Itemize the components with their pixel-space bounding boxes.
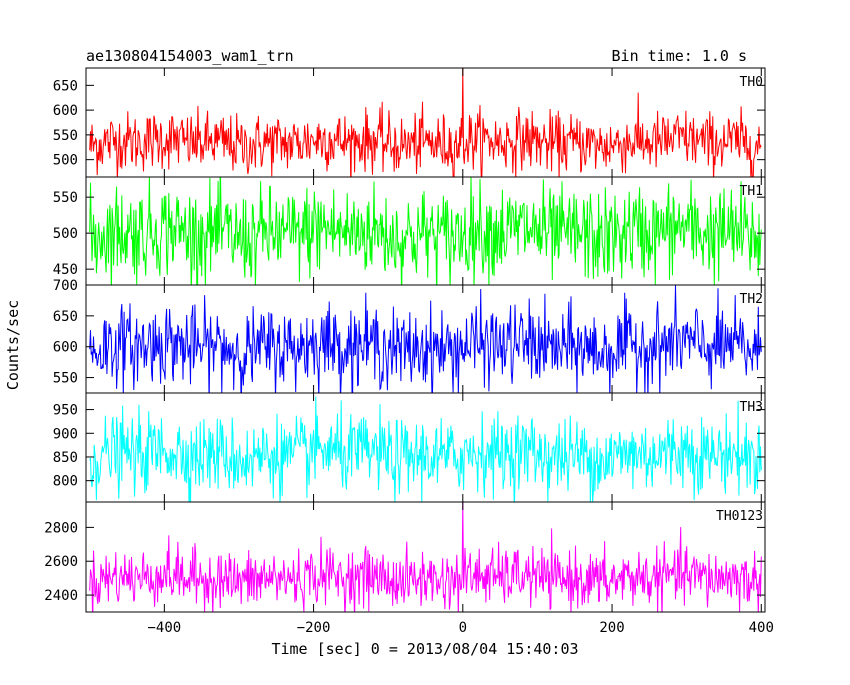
y-tick-label: 650 [53,78,78,94]
y-tick-label: 650 [53,309,78,325]
panel-th0123: 2400 2600 2800 TH0123 [44,501,766,613]
y-tick-label: 950 [53,403,78,419]
y-tick-label: 850 [53,450,78,466]
panel-label-th0: TH0 [740,75,763,90]
y-tick-label: 500 [53,153,78,169]
y-tick-label: 450 [53,262,78,278]
panel-th3: 800 850 900 950 TH3 [53,392,766,503]
x-tick-label: −400 [147,620,181,636]
panel-label-th0123: TH0123 [716,509,763,524]
panels-group: 500 550 600 650 TH0 450 500 550 TH1 550 600 650 700 T… [44,67,766,613]
series-line-th0 [89,68,762,177]
y-axis-label: Counts/sec [4,300,22,390]
x-tick-label: 400 [749,620,774,636]
y-tick-label: 800 [53,474,78,490]
panel-th1: 450 500 550 TH1 [53,176,766,286]
panel-label-th2: TH2 [740,292,763,307]
panel-frame [85,501,766,613]
y-tick-label: 2600 [44,554,78,570]
y-tick-label: 600 [53,340,78,356]
panel-th0: 500 550 600 650 TH0 [53,67,766,178]
x-tick-label: 0 [459,620,467,636]
y-tick-label: 2800 [44,520,78,536]
x-tick-label: 200 [599,620,624,636]
y-tick-label: 2400 [44,588,78,604]
x-axis: −400 −200 0 200 400 [147,620,773,636]
panel-th2: 550 600 650 700 TH2 [53,278,766,394]
bin-time-label: Bin time: 1.0 s [612,47,747,65]
series-line-th2 [89,285,762,393]
series-line-th0123 [89,502,762,612]
y-tick-label: 550 [53,371,78,387]
y-tick-label: 500 [53,226,78,242]
y-tick-label: 700 [53,278,78,294]
x-axis-label: Time [sec] 0 = 2013/08/04 15:40:03 [271,640,578,658]
y-tick-label: 600 [53,103,78,119]
series-line-th3 [89,396,762,502]
panel-label-th3: TH3 [740,400,763,415]
series-line-th1 [89,177,762,285]
y-tick-label: 550 [53,128,78,144]
y-tick-label: 900 [53,426,78,442]
x-tick-label: −200 [297,620,331,636]
chart-title: ae130804154003_wam1_trn [86,47,294,65]
panel-label-th1: TH1 [740,184,763,199]
y-tick-label: 550 [53,190,78,206]
